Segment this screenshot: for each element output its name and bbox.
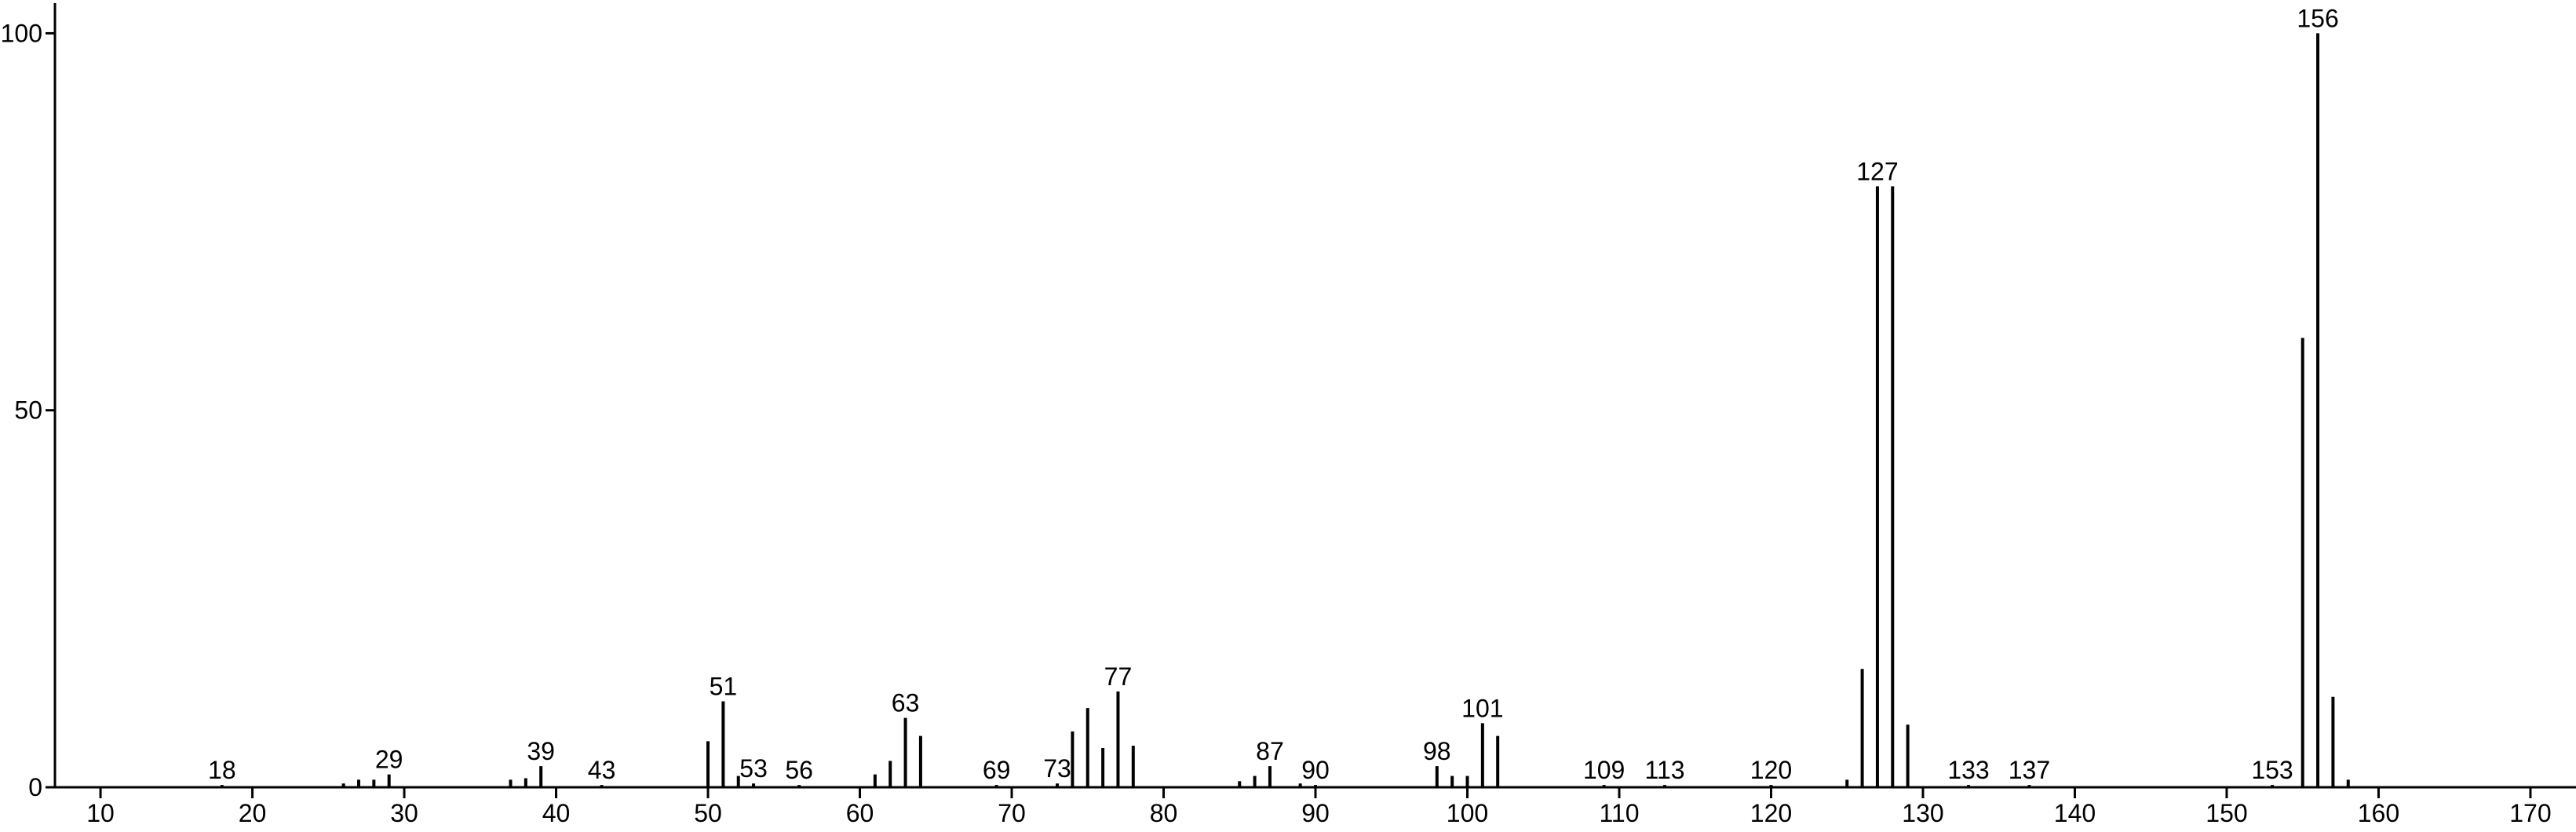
x-tick-label: 10 [86,799,115,827]
peak-label: 63 [892,689,920,717]
peak-label: 101 [1461,694,1503,722]
x-tick-label: 110 [1599,799,1639,827]
peak-label: 53 [739,754,768,783]
x-tick-label: 160 [2358,799,2399,827]
peak-label: 51 [710,672,738,700]
peak-label: 90 [1301,756,1330,784]
x-tick-label: 70 [998,799,1026,827]
peak-label: 113 [1645,756,1685,784]
y-tick-label: 0 [28,773,42,801]
x-tick-label: 90 [1301,799,1330,827]
peak-label: 120 [1750,756,1792,784]
x-tick-label: 120 [1750,799,1792,827]
peak-label: 156 [2297,4,2338,32]
peak-label: 39 [527,737,555,765]
peak-label: 73 [1043,754,1071,783]
y-tick-label: 50 [14,396,42,425]
x-tick-label: 50 [694,799,722,827]
x-tick-label: 20 [239,799,267,827]
peak-label: 69 [983,756,1011,784]
peak-label: 77 [1104,662,1133,691]
x-tick-label: 40 [542,799,571,827]
y-tick-label: 100 [1,19,42,47]
peak-label: 109 [1583,756,1625,784]
x-tick-label: 170 [2509,799,2551,827]
peak-label: 87 [1256,737,1284,765]
x-tick-label: 60 [846,799,874,827]
peak-label: 137 [2009,756,2050,784]
peak-label: 127 [1856,157,1898,185]
peak-label: 56 [785,756,813,784]
peak-label: 18 [208,756,236,784]
peak-label: 98 [1423,737,1451,765]
peak-label: 153 [2251,756,2293,784]
x-tick-label: 80 [1150,799,1178,827]
x-tick-label: 30 [390,799,418,827]
peak-label: 133 [1947,756,1989,784]
x-tick-label: 130 [1902,799,1943,827]
x-tick-label: 150 [2206,799,2247,827]
x-tick-label: 100 [1447,799,1488,827]
peak-label: 43 [588,756,616,784]
peak-label: 29 [375,746,403,774]
x-tick-label: 140 [2054,799,2096,827]
